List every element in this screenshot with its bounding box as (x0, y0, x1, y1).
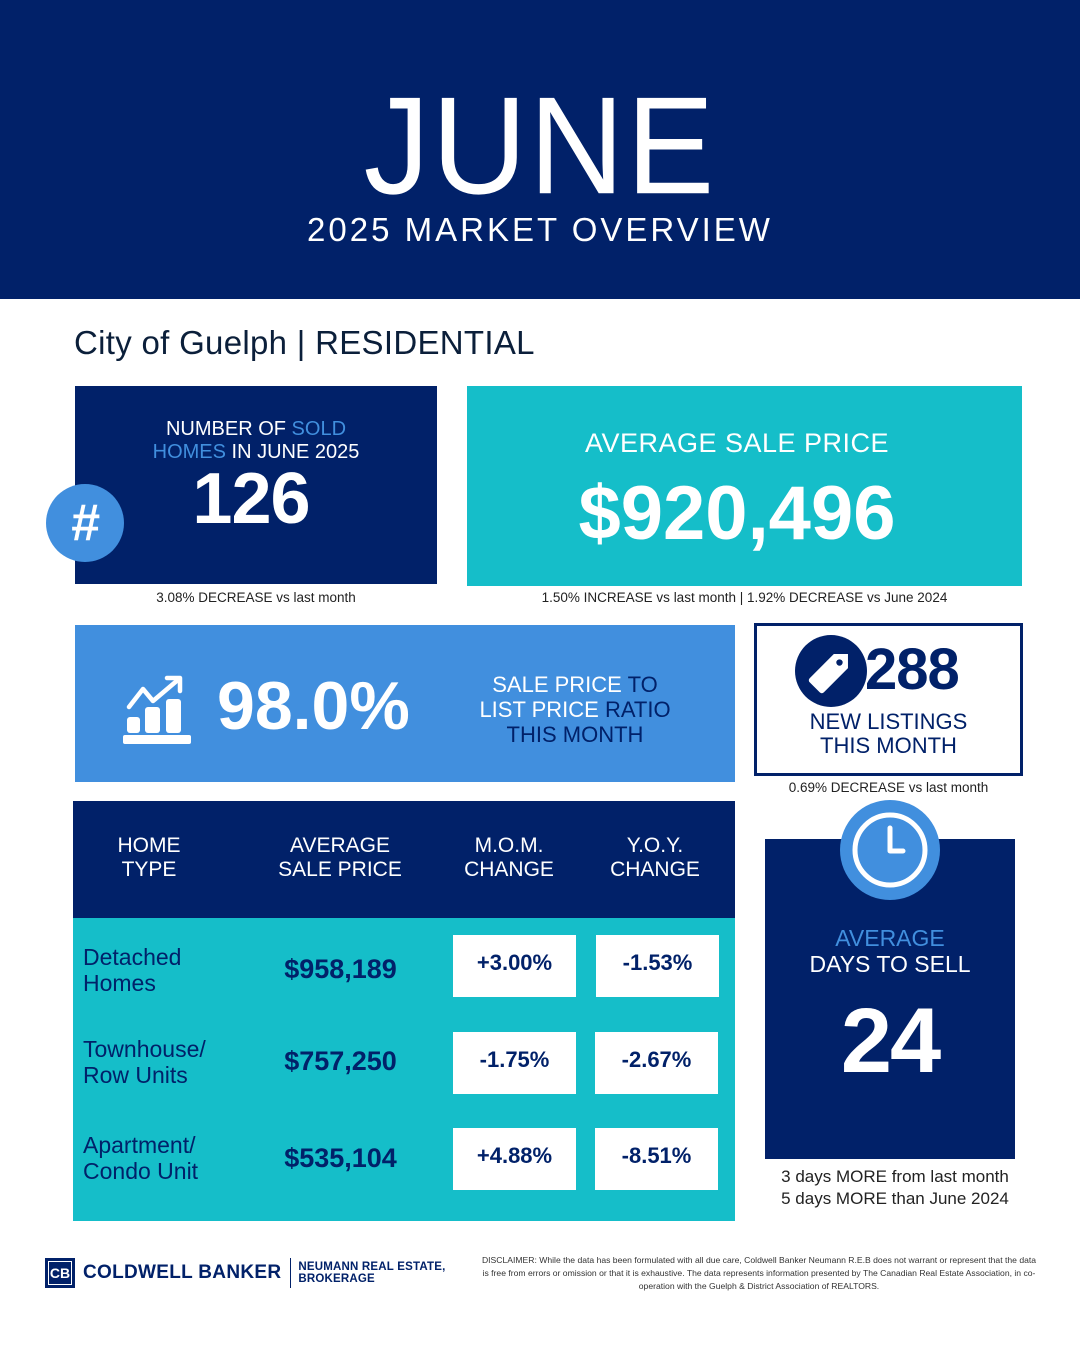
type-line: Townhouse/ (83, 1036, 206, 1062)
cb-logo-mark: CB (45, 1258, 75, 1288)
header-banner (0, 0, 1080, 299)
new-listings-value: 288 (865, 637, 960, 702)
sale-to-list-ratio-card: 98.0% SALE PRICE TO LIST PRICE RATIO THI… (75, 625, 735, 782)
type-line: Homes (83, 970, 156, 996)
header-average-sale-price: AVERAGE SALE PRICE (255, 834, 425, 882)
header-line: CHANGE (464, 858, 554, 881)
table-row-yoy: -8.51% (595, 1128, 718, 1190)
label-highlight: THIS MONTH (506, 722, 644, 747)
label-highlight: HOMES (152, 441, 226, 463)
office-line: BROKERAGE (298, 1273, 375, 1285)
header-home-type: HOME TYPE (73, 834, 225, 882)
month-title: JUNE (363, 68, 717, 223)
label-highlight: TO (627, 672, 658, 697)
average-sale-price-change-note: 1.50% INCREASE vs last month | 1.92% DEC… (541, 590, 948, 605)
report-subtitle: 2025 MARKET OVERVIEW (307, 211, 773, 248)
type-line: Row Units (83, 1062, 188, 1088)
label-text: IN JUNE 2025 (225, 441, 360, 463)
type-line: Detached (83, 944, 182, 970)
new-listings-change-note: 0.69% DECREASE vs last month (788, 780, 989, 795)
table-row-price: $958,189 (284, 954, 397, 984)
header-mom-change: M.O.M. CHANGE (449, 834, 569, 882)
header-yoy-change: Y.O.Y. CHANGE (595, 834, 715, 882)
sold-homes-change-note: 3.08% DECREASE vs last month (156, 590, 356, 605)
office-line: NEUMANN REAL ESTATE, (298, 1261, 446, 1273)
region-title: City of Guelph | RESIDENTIAL (74, 324, 535, 361)
sale-to-list-ratio-label: SALE PRICE TO LIST PRICE RATIO THIS MONT… (465, 672, 685, 747)
table-row-price: $757,250 (284, 1046, 397, 1076)
label-highlight: SOLD (291, 418, 347, 440)
chart-growth-icon (123, 675, 191, 744)
table-row-price: $535,104 (284, 1143, 397, 1173)
sale-to-list-ratio-value: 98.0% (217, 668, 410, 744)
sold-homes-label: NUMBER OF SOLD HOMES IN JUNE 2025 (75, 418, 437, 464)
label-text: LIST PRICE (479, 697, 605, 722)
label-highlight: RATIO (604, 697, 671, 722)
table-body: Detached Homes $958,189 +3.00% -1.53% Tow… (73, 918, 735, 1221)
table-row-home-type: Townhouse/Row Units (83, 1036, 206, 1088)
average-days-to-sell-value: 24 (840, 990, 941, 1092)
logo-divider (290, 1258, 292, 1288)
average-sale-price-card: AVERAGE SALE PRICE $920,496 (467, 386, 1022, 586)
header-line: M.O.M. (474, 834, 544, 857)
header-line: Y.O.Y. (626, 834, 684, 857)
days-to-sell-change-note: 3 days MORE from last month 5 days MORE … (750, 1166, 1040, 1210)
table-row-mom: -1.75% (453, 1032, 576, 1094)
header-line: AVERAGE (290, 834, 390, 857)
note-line: 5 days MORE than June 2024 (781, 1189, 1009, 1208)
label-text: DAYS TO SELL (809, 951, 971, 977)
clock-icon (840, 800, 940, 900)
sold-homes-card: NUMBER OF SOLD HOMES IN JUNE 2025 126 (75, 386, 437, 584)
type-line: Condo Unit (83, 1158, 199, 1184)
table-row-home-type: Detached Homes (83, 944, 181, 996)
office-name: NEUMANN REAL ESTATE, BROKERAGE (298, 1261, 445, 1285)
new-listings-label: NEW LISTINGS THIS MONTH (757, 710, 1020, 758)
disclaimer-text: DISCLAIMER: While the data has been form… (481, 1255, 1037, 1291)
table-row-mom: +4.88% (453, 1128, 576, 1190)
label-text: SALE PRICE (492, 672, 628, 697)
type-line: Apartment/ (83, 1132, 196, 1158)
table-row-mom: +3.00% (453, 935, 576, 997)
hash-icon: # (46, 484, 124, 562)
label-line: THIS MONTH (820, 733, 957, 758)
home-type-price-table: HOME TYPE AVERAGE SALE PRICE M.O.M. CHANGE … (73, 801, 735, 1221)
label-text: NUMBER OF (165, 418, 292, 440)
average-days-to-sell-label: AVERAGE DAYS TO SELL (765, 925, 1015, 977)
brand-name: COLDWELL BANKER (83, 1262, 282, 1283)
table-row-yoy: -1.53% (596, 935, 719, 997)
table-header: HOME TYPE AVERAGE SALE PRICE M.O.M. CHANGE … (73, 801, 735, 918)
note-line: 3 days MORE from last month (781, 1167, 1009, 1186)
label-line: NEW LISTINGS (809, 709, 968, 734)
sold-homes-value: 126 (192, 459, 310, 539)
average-sale-price-label: AVERAGE SALE PRICE (584, 428, 890, 458)
table-row-yoy: -2.67% (595, 1032, 718, 1094)
new-listings-card: 288 NEW LISTINGS THIS MONTH (754, 623, 1023, 776)
header-line: CHANGE (610, 858, 700, 881)
header-line: SALE PRICE (278, 858, 402, 881)
price-tag-icon (795, 635, 867, 707)
header-line: HOME (117, 834, 181, 857)
table-row-home-type: Apartment/Condo Unit (83, 1132, 198, 1184)
brokerage-logo: CB COLDWELL BANKER NEUMANN REAL ESTATE, … (45, 1257, 445, 1289)
average-sale-price-value: $920,496 (578, 471, 896, 556)
label-highlight: AVERAGE (835, 925, 945, 951)
header-line: TYPE (121, 858, 177, 881)
